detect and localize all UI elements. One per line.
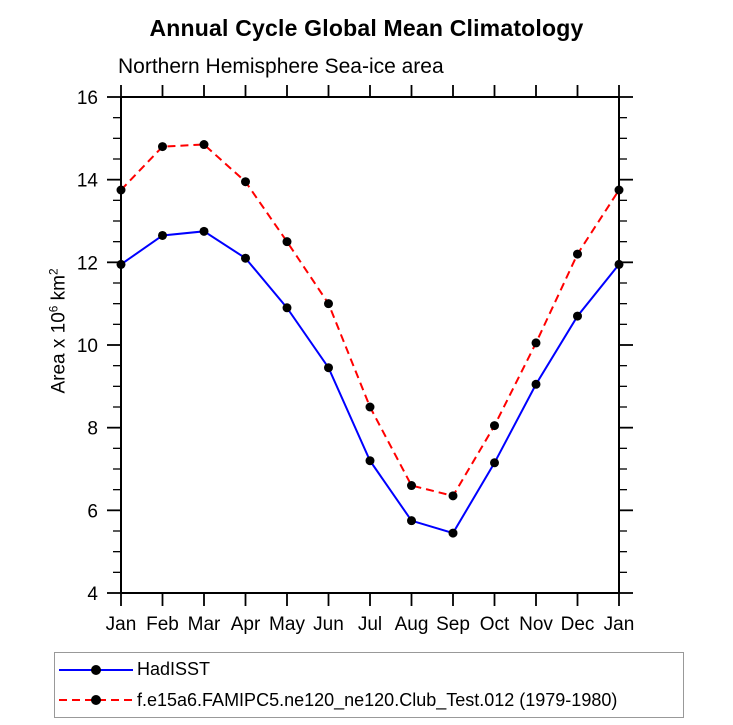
x-tick-label: Feb (146, 614, 179, 635)
y-tick-label: 6 (87, 501, 98, 522)
y-tick-label: 10 (77, 336, 98, 357)
data-point-marker (490, 458, 499, 468)
data-point-marker (407, 481, 416, 491)
data-point-marker (407, 516, 416, 526)
legend-label-model: f.e15a6.FAMIPC5.ne120_ne120.Club_Test.01… (137, 689, 618, 710)
data-point-marker (573, 249, 582, 259)
x-tick-label: Aug (395, 614, 429, 635)
legend-box: HadISST f.e15a6.FAMIPC5.ne120_ne120.Club… (54, 652, 684, 718)
data-point-marker (531, 338, 541, 348)
plot-frame (120, 96, 620, 594)
data-point-marker (365, 402, 375, 412)
data-point-marker (573, 311, 582, 321)
hadisst-series-line (120, 230, 620, 535)
x-tick-label: Jan (604, 614, 635, 635)
data-point-marker (365, 456, 375, 466)
y-tick-label: 8 (87, 419, 98, 440)
x-tick-label: Jan (106, 614, 137, 635)
legend-marker-dot (91, 695, 101, 706)
model-line-marker-swatch (59, 695, 133, 706)
x-tick-label: Jun (313, 614, 344, 635)
legend-label-hadisst: HadISST (137, 659, 211, 680)
legend-item-hadisst: HadISST (58, 656, 683, 684)
y-tick-label: 4 (87, 584, 98, 605)
data-point-marker (282, 237, 292, 247)
x-tick-label: May (269, 614, 305, 635)
data-point-marker (116, 185, 126, 195)
data-point-marker (199, 226, 209, 236)
data-point-marker (241, 253, 250, 263)
chart-title: Annual Cycle Global Mean Climatology (149, 15, 584, 41)
hadisst-line-marker-swatch (59, 664, 133, 675)
data-point-marker (158, 230, 167, 240)
data-point-marker (324, 299, 333, 309)
x-tick-label: Dec (561, 614, 595, 635)
data-point-marker (448, 491, 458, 501)
data-point-marker (490, 421, 499, 431)
data-point-marker (199, 140, 209, 150)
data-point-marker (116, 259, 126, 269)
chart-subtitle: Northern Hemisphere Sea-ice area (118, 55, 444, 78)
data-point-marker (614, 259, 624, 269)
x-tick-label: Apr (231, 614, 261, 635)
legend-item-model: f.e15a6.FAMIPC5.ne120_ne120.Club_Test.01… (58, 686, 683, 714)
legend-marker-dot (91, 664, 101, 675)
data-point-marker (448, 528, 458, 538)
data-point-marker (158, 142, 167, 152)
x-tick-label: Oct (480, 614, 510, 635)
data-point-marker (531, 379, 541, 389)
x-tick-label: Sep (436, 614, 470, 635)
data-point-marker (324, 363, 333, 373)
data-point-marker (282, 303, 292, 313)
y-tick-label: 16 (77, 88, 98, 109)
data-point-marker (614, 185, 624, 195)
y-tick-label: 12 (77, 253, 98, 274)
model-series-line (120, 143, 620, 498)
data-point-marker (241, 177, 250, 187)
x-tick-label: Nov (519, 614, 553, 635)
x-tick-label: Mar (188, 614, 221, 635)
x-tick-label: Jul (358, 614, 382, 635)
y-tick-label: 14 (77, 171, 99, 192)
